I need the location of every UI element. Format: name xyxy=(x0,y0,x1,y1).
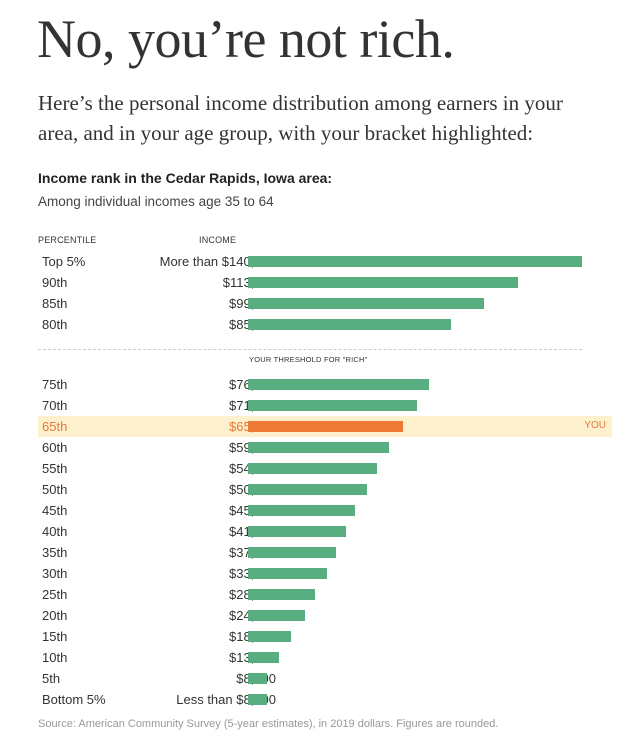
chart-row: 15th$18,000 xyxy=(38,626,612,647)
percentile-label: 90th xyxy=(42,275,68,290)
percentile-label: 30th xyxy=(42,566,68,581)
income-bar xyxy=(248,319,451,330)
income-bar xyxy=(248,589,315,600)
percentile-label: 75th xyxy=(42,377,68,392)
chart-row: 10th$13,000 xyxy=(38,647,612,668)
income-bar xyxy=(248,379,430,390)
percentile-label: 10th xyxy=(42,650,68,665)
chart-row: 20th$24,000 xyxy=(38,605,612,626)
income-bar xyxy=(248,652,279,663)
threshold-divider xyxy=(38,349,582,350)
chart-subtitle: Among individual incomes age 35 to 64 xyxy=(38,194,274,209)
income-column-header: INCOME xyxy=(199,235,237,245)
percentile-label: 60th xyxy=(42,440,68,455)
percentile-column-header: PERCENTILE xyxy=(38,235,97,245)
source-note: Source: American Community Survey (5-yea… xyxy=(38,718,499,730)
intro-text: Here’s the personal income distribution … xyxy=(38,91,563,145)
percentile-label: 65th xyxy=(42,419,68,434)
percentile-label: 20th xyxy=(42,608,68,623)
percentile-label: Bottom 5% xyxy=(42,692,106,707)
chart-row: 45th$45,000 xyxy=(38,500,612,521)
income-bar xyxy=(248,400,418,411)
income-bar xyxy=(248,298,485,309)
income-bar xyxy=(248,421,404,432)
chart-row: 40th$41,000 xyxy=(38,521,612,542)
chart-row: Top 5% More than $140,000 xyxy=(38,251,612,272)
chart-row: 55th$54,000 xyxy=(38,458,612,479)
chart-row: 90th$113,000 xyxy=(38,272,612,293)
income-bar xyxy=(248,484,368,495)
chart-row: 60th$59,000 xyxy=(38,437,612,458)
chart-row: Bottom 5% Less than $8,000 xyxy=(38,689,612,710)
percentile-label: Top 5% xyxy=(42,254,86,269)
chart-row: 5th$8,000 xyxy=(38,668,612,689)
percentile-label: 70th xyxy=(42,398,68,413)
income-label: More than $140,000 xyxy=(159,254,276,269)
chart-title: Income rank in the Cedar Rapids, Iowa ar… xyxy=(38,170,333,186)
income-bar xyxy=(248,547,337,558)
percentile-label: 85th xyxy=(42,296,68,311)
chart-row: 50th$50,000 xyxy=(38,479,612,500)
income-bar xyxy=(248,673,268,684)
chart-row-highlighted: 65th$65,000YOU xyxy=(38,416,612,437)
income-bar xyxy=(248,631,291,642)
income-bar xyxy=(248,694,268,705)
percentile-label: 40th xyxy=(42,524,68,539)
you-marker: YOU xyxy=(584,420,606,431)
chart-row: 75th$76,000 xyxy=(38,374,612,395)
income-bar xyxy=(248,463,377,474)
percentile-label: 55th xyxy=(42,461,68,476)
income-bar xyxy=(248,256,582,267)
income-bar xyxy=(248,442,389,453)
chart-row: 80th$85,000 xyxy=(38,314,612,335)
income-bar xyxy=(248,610,306,621)
income-bar xyxy=(248,277,518,288)
chart-row: 25th$28,000 xyxy=(38,584,612,605)
threshold-label: YOUR THRESHOLD FOR "RICH" xyxy=(249,355,368,364)
percentile-label: 25th xyxy=(42,587,68,602)
percentile-label: 80th xyxy=(42,317,68,332)
percentile-label: 35th xyxy=(42,545,68,560)
page-title: No, you’re not rich. xyxy=(37,9,455,69)
income-bar xyxy=(248,505,356,516)
chart-row: 35th$37,000 xyxy=(38,542,612,563)
percentile-label: 15th xyxy=(42,629,68,644)
chart-row: 30th$33,000 xyxy=(38,563,612,584)
chart-row: 70th$71,000 xyxy=(38,395,612,416)
chart-row: 85th$99,000 xyxy=(38,293,612,314)
percentile-label: 5th xyxy=(42,671,61,686)
income-bar xyxy=(248,568,327,579)
percentile-label: 50th xyxy=(42,482,68,497)
percentile-label: 45th xyxy=(42,503,68,518)
income-bar xyxy=(248,526,346,537)
